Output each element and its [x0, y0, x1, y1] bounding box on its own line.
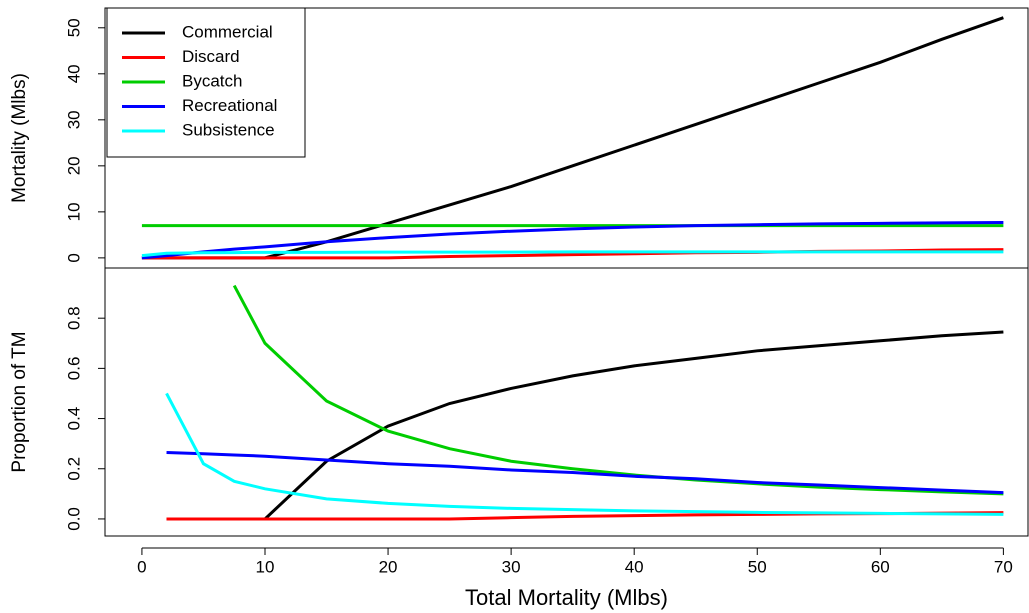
- x-tick-label: 10: [256, 557, 275, 576]
- legend-label: Recreational: [182, 96, 277, 115]
- y-tick-label: 0.4: [64, 407, 83, 431]
- x-tick-label: 60: [871, 557, 890, 576]
- x-tick-label: 50: [748, 557, 767, 576]
- y-tick-label: 10: [64, 202, 83, 221]
- series-line: [232, 284, 1004, 496]
- series-line: [166, 450, 1004, 495]
- y-tick-label: 40: [64, 64, 83, 83]
- x-tick-label: 40: [625, 557, 644, 576]
- y-tick-label: 30: [64, 110, 83, 129]
- legend-label: Discard: [182, 47, 240, 66]
- x-axis-label: Total Mortality (Mlbs): [465, 585, 668, 610]
- series-line: [141, 250, 1004, 258]
- series-line: [141, 220, 1004, 260]
- y-tick-label: 0.6: [64, 357, 83, 381]
- y-tick-label: 0.8: [64, 306, 83, 330]
- y-tick-label: 0.0: [64, 507, 83, 531]
- x-tick-label: 20: [379, 557, 398, 576]
- y-tick-label: 20: [64, 156, 83, 175]
- y-axis-label: Mortality (Mlbs): [9, 73, 30, 203]
- y-tick-label: 50: [64, 18, 83, 37]
- x-tick-label: 30: [502, 557, 521, 576]
- series-line: [165, 392, 1004, 516]
- y-tick-label: 0.2: [64, 457, 83, 481]
- legend-label: Bycatch: [182, 71, 242, 90]
- y-tick-label: 0: [64, 253, 83, 262]
- x-tick-label: 0: [137, 557, 146, 576]
- legend-label: Subsistence: [182, 120, 275, 139]
- x-tick-label: 70: [994, 557, 1013, 576]
- plot-frame: [104, 267, 1029, 537]
- legend-label: Commercial: [182, 22, 273, 41]
- y-axis-label: Proportion of TM: [9, 331, 30, 472]
